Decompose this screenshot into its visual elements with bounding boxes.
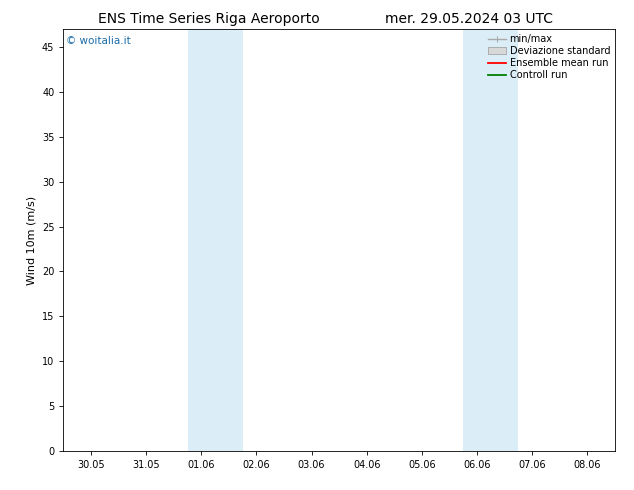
Text: ENS Time Series Riga Aeroporto: ENS Time Series Riga Aeroporto (98, 12, 320, 26)
Bar (215, 29, 243, 451)
Y-axis label: Wind 10m (m/s): Wind 10m (m/s) (27, 196, 36, 285)
Text: © woitalia.it: © woitalia.it (66, 36, 131, 46)
Legend: min/max, Deviazione standard, Ensemble mean run, Controll run: min/max, Deviazione standard, Ensemble m… (488, 34, 610, 80)
Bar (491, 29, 519, 451)
Bar (463, 29, 491, 451)
Text: mer. 29.05.2024 03 UTC: mer. 29.05.2024 03 UTC (385, 12, 553, 26)
Bar (188, 29, 215, 451)
